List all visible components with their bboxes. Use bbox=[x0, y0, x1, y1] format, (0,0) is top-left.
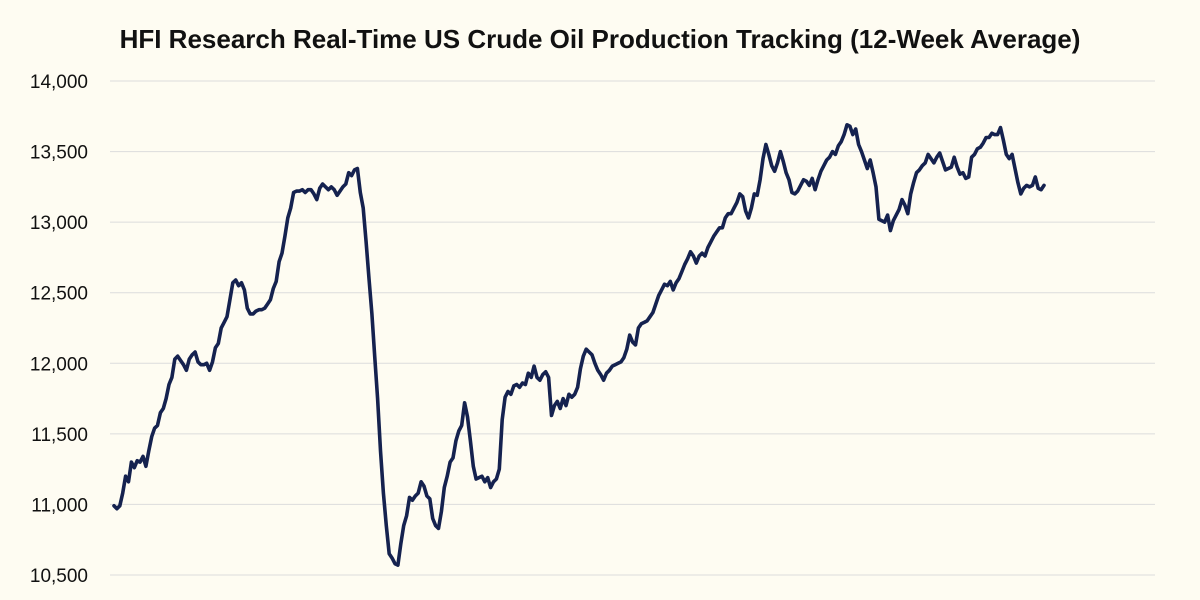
y-tick-label: 13,000 bbox=[30, 213, 88, 234]
series-line bbox=[112, 123, 1046, 567]
y-tick-label: 10,500 bbox=[30, 566, 88, 587]
y-tick-label: 12,000 bbox=[30, 354, 88, 375]
y-tick-label: 11,500 bbox=[31, 425, 88, 446]
y-tick-label: 14,000 bbox=[30, 72, 88, 93]
y-tick-label: 13,500 bbox=[30, 143, 88, 164]
chart-title: HFI Research Real-Time US Crude Oil Prod… bbox=[119, 24, 1081, 54]
series-line-group bbox=[112, 123, 1046, 567]
y-tick-label: 11,000 bbox=[31, 495, 88, 516]
y-axis-ticks: 14,000 13,500 13,000 12,500 12,000 11,500 11,0… bbox=[30, 72, 88, 587]
y-tick-label: 12,500 bbox=[30, 284, 88, 305]
gridlines bbox=[110, 80, 1155, 576]
